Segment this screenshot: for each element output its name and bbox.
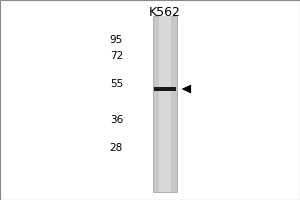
Text: 72: 72 [110,51,123,61]
Text: 95: 95 [110,35,123,45]
Text: 36: 36 [110,115,123,125]
Text: K562: K562 [149,5,181,19]
Bar [159,16,171,192]
Bar [153,16,177,192]
Text: 28: 28 [110,143,123,153]
Bar [154,87,176,91]
Text: 55: 55 [110,79,123,89]
Polygon shape [182,85,191,93]
